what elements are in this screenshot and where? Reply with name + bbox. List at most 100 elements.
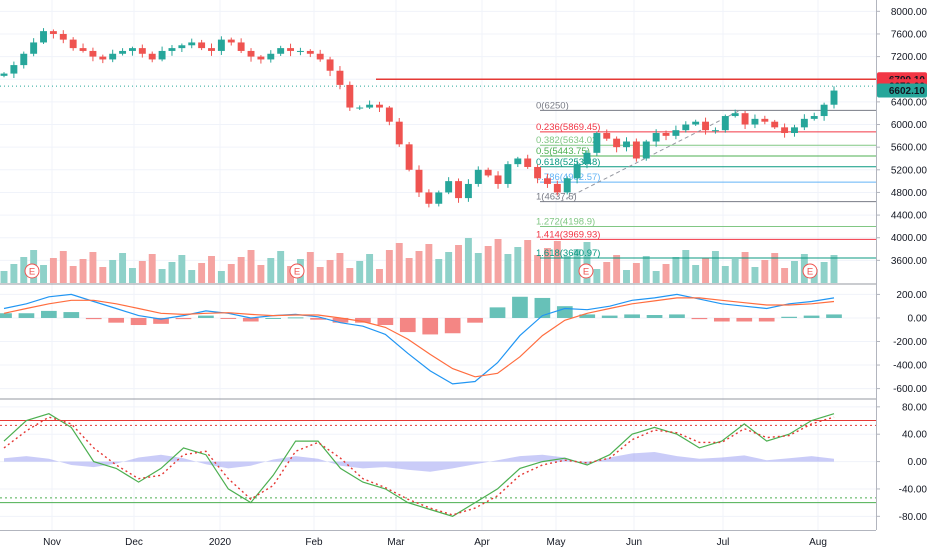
candle-body	[109, 53, 117, 60]
macd-histogram-bar	[377, 317, 394, 326]
candle-body	[593, 133, 601, 153]
volume-bar	[405, 258, 413, 283]
candle-body	[10, 65, 18, 74]
candle-body	[504, 164, 512, 184]
time-tick-label: Dec	[125, 537, 143, 548]
earnings-marker	[289, 263, 305, 279]
fib-level-label: 1.414(3969.93)	[536, 229, 600, 240]
candle-body	[138, 48, 146, 54]
candle-body	[632, 141, 640, 159]
stoch-tick-label: 0.00	[908, 457, 928, 468]
volume-bar	[464, 238, 472, 283]
volume-bar	[711, 251, 719, 283]
price-tick-label: 7600.00	[891, 29, 928, 40]
volume-bar	[188, 270, 196, 283]
volume-bar	[632, 263, 640, 283]
candle-body	[227, 39, 235, 43]
candle-body	[425, 192, 433, 204]
candle-body	[810, 116, 818, 119]
macd-histogram-bar	[512, 296, 528, 318]
macd-tick-label: 200.00	[896, 290, 927, 301]
macd-histogram-bar	[85, 317, 102, 320]
volume-bar	[59, 251, 67, 283]
candle-body	[474, 169, 482, 184]
macd-histogram-bar	[18, 313, 35, 318]
time-axis[interactable]: Nov Dec 2020 Feb Mar Apr May Jun Jul Aug	[43, 537, 827, 548]
candle-body	[662, 133, 670, 136]
price-candles[interactable]	[0, 28, 838, 208]
volume-bar	[40, 265, 47, 283]
candle-body	[800, 118, 808, 128]
candle-body	[830, 90, 838, 105]
candle-body	[761, 118, 769, 122]
volume-bar	[771, 253, 779, 283]
volume-bar	[168, 262, 176, 283]
volume-bar	[267, 258, 275, 283]
macd-histogram-bar	[422, 317, 439, 335]
macd-signal-line	[3, 297, 835, 378]
volume-bar	[623, 270, 630, 283]
volume-bar	[227, 264, 235, 283]
price-axis[interactable]: 8000.007600.007200.006800.006400.006000.…	[876, 0, 932, 550]
volume-bar	[435, 259, 443, 283]
volume-bar	[198, 263, 206, 283]
volume-bar	[366, 254, 374, 283]
macd-panel[interactable]	[0, 293, 842, 385]
candle-body	[603, 133, 611, 139]
candle-body	[168, 48, 176, 51]
macd-histogram-bar	[467, 317, 483, 323]
volume-bar	[524, 240, 532, 283]
candle-body	[692, 121, 700, 125]
macd-histogram-bar	[713, 317, 730, 322]
macd-line	[3, 293, 835, 385]
macd-tick-label: -200.00	[893, 337, 927, 348]
volume-bar	[751, 267, 759, 283]
price-tick-label: 6000.00	[891, 120, 928, 131]
volume-bar	[69, 266, 77, 283]
macd-tick-label: 0.00	[908, 313, 928, 324]
stoch-tick-label: 80.00	[902, 402, 927, 413]
candle-body	[791, 127, 798, 134]
volume-bar	[514, 247, 522, 283]
volume-bar	[316, 267, 324, 283]
candle-body	[69, 39, 77, 49]
volume-bar	[791, 261, 798, 283]
volume-bar	[494, 239, 502, 283]
candle-body	[445, 181, 453, 193]
candle-body	[583, 152, 591, 165]
fib-level-label: 0.236(5869.45)	[536, 122, 600, 133]
macd-histogram-bar	[355, 317, 371, 323]
candle-body	[99, 56, 107, 60]
candle-body	[731, 113, 739, 117]
volume-bar	[10, 264, 18, 283]
candle-body	[484, 169, 492, 176]
candle-body	[385, 107, 393, 122]
earnings-marker-label: E	[294, 267, 300, 278]
volume-bar	[534, 255, 542, 283]
volume-bar	[652, 271, 660, 283]
volume-bar	[672, 257, 680, 283]
fib-trend-line	[559, 109, 741, 203]
price-tick-label: 5200.00	[891, 165, 928, 176]
candle-body	[534, 166, 542, 179]
volume-bar	[20, 257, 28, 283]
macd-histogram-bar	[399, 317, 416, 333]
volume-bar	[0, 271, 8, 283]
candle-body	[237, 42, 245, 51]
candle-body	[494, 175, 502, 184]
macd-histogram-bar	[63, 312, 80, 318]
earnings-marker-label: E	[583, 267, 589, 278]
macd-histogram-bar	[310, 317, 326, 320]
earnings-marker-label: E	[807, 267, 813, 278]
candle-body	[455, 181, 462, 199]
stochastic-panel[interactable]	[0, 413, 876, 517]
time-tick-label: Feb	[305, 537, 323, 548]
candle-body	[721, 116, 729, 131]
candle-body	[267, 53, 275, 60]
macd-histogram-bar	[781, 316, 797, 318]
fibonacci-retracement[interactable]: 0(6250) 0.236(5869.45) 0.382(5634.02)0.5(5…	[0, 78, 876, 259]
volume-bar	[474, 253, 482, 283]
macd-histogram-bar	[153, 317, 169, 324]
